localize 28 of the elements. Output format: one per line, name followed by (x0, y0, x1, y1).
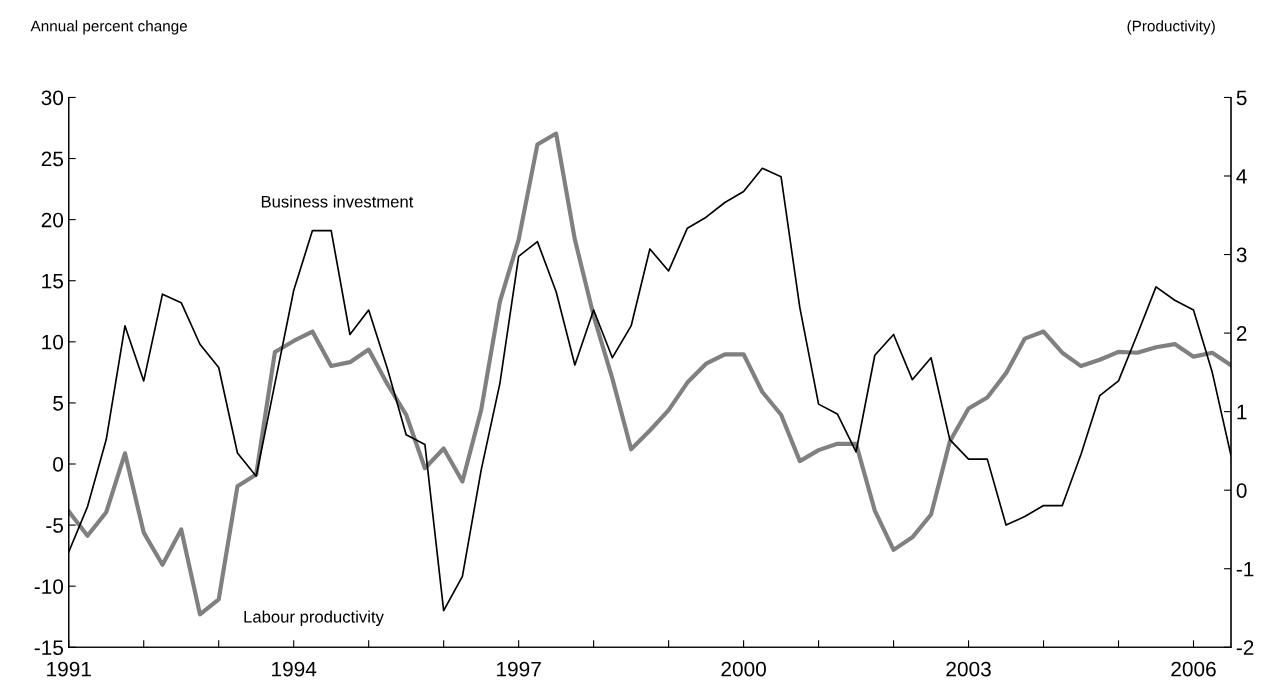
y2-tick-label: 3 (1236, 247, 1247, 263)
y2-tick-label: 0 (1236, 483, 1247, 498)
x-tick-label: 1994 (272, 661, 317, 677)
y2-axis-title: (Productivity) (1127, 20, 1215, 35)
x-tick-label: 1997 (497, 661, 541, 677)
y2-tick-label: 5 (1236, 90, 1247, 106)
y-axis-title: Annual percent change (30, 20, 188, 35)
y-tick-label: -15 (34, 640, 64, 656)
y-tick-label: 25 (41, 151, 64, 167)
y-tick-label: 5 (53, 396, 64, 411)
x-tick-label: 2003 (946, 661, 991, 677)
y-tick-label: 20 (41, 212, 64, 228)
y-tick-label: 30 (41, 90, 64, 106)
y2-tick-label: 2 (1236, 326, 1247, 341)
series-label: Labour productivity (244, 610, 384, 626)
series-label: Business investment (261, 195, 414, 208)
y-tick-label: 10 (42, 334, 64, 350)
y-tick-label: -5 (46, 518, 64, 533)
y-tick-label: 0 (53, 457, 64, 472)
y-tick-label: 15 (42, 273, 64, 289)
x-tick-label: 2000 (721, 661, 766, 677)
y2-tick-label: -2 (1236, 640, 1254, 655)
y2-tick-label: 4 (1236, 169, 1247, 184)
y2-tick-label: 1 (1237, 404, 1247, 420)
y-tick-label: -10 (34, 579, 64, 594)
x-tick-label: 2006 (1171, 661, 1216, 677)
y2-tick-label: -1 (1236, 561, 1254, 577)
x-tick-label: 1991 (47, 661, 91, 677)
